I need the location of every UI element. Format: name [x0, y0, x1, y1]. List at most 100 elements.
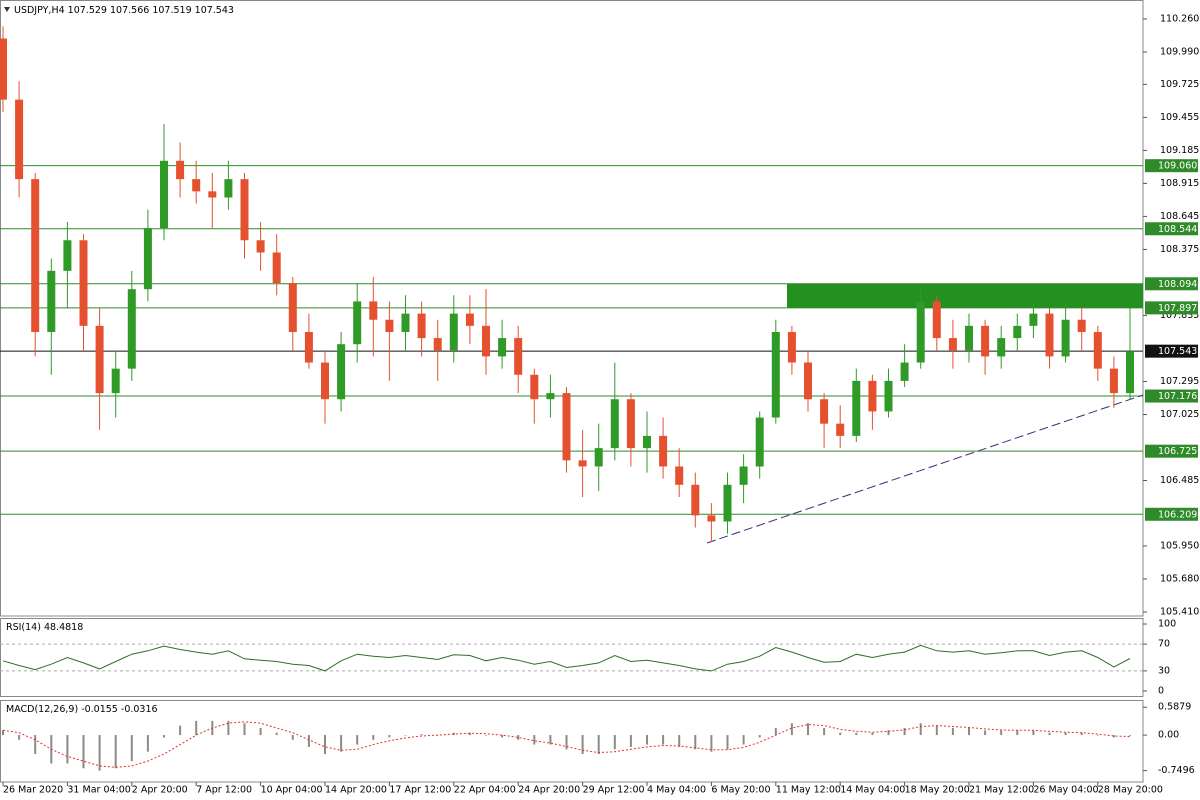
- y-tick-label: 108.375: [1160, 244, 1199, 255]
- y-tick-label: 0.5879: [1158, 702, 1191, 713]
- macd-bar: [807, 723, 809, 736]
- candle-body: [417, 313, 426, 339]
- macd-bar: [501, 735, 504, 738]
- candle-body: [1093, 331, 1102, 369]
- macd-bar: [66, 735, 69, 764]
- macd-current: -0.0155: [81, 704, 118, 715]
- macd-bar: [420, 734, 423, 736]
- macd-bar: [581, 735, 584, 755]
- candle-body: [610, 399, 619, 449]
- signal-current: -0.0316: [121, 704, 158, 715]
- macd-bar: [726, 735, 729, 750]
- candle-body: [562, 393, 571, 461]
- candle-body: [337, 344, 346, 400]
- x-tick-label: 21 May 12:00: [969, 785, 1034, 796]
- candle-body: [1109, 368, 1118, 394]
- macd-bar: [984, 730, 987, 736]
- y-tick-label: 109.185: [1160, 145, 1199, 156]
- macd-bar: [275, 732, 278, 736]
- candle-body: [771, 331, 780, 418]
- candle-body: [868, 380, 877, 412]
- candle-body: [482, 325, 490, 357]
- menu-triangle[interactable]: [4, 7, 10, 12]
- level-label-box: [1145, 301, 1198, 315]
- x-tick-label: 14 Apr 20:00: [325, 785, 387, 796]
- x-tick-label: 18 May 20:00: [905, 785, 970, 796]
- candle-body: [401, 313, 410, 332]
- macd-header: MACD(12,26,9) -0.0155 -0.0316: [6, 704, 158, 715]
- candle-body: [981, 325, 990, 357]
- macd-bar: [324, 735, 326, 755]
- y-tick-label: 108.645: [1160, 211, 1199, 222]
- level-label-box: [1145, 444, 1198, 458]
- macd-bar: [855, 732, 858, 736]
- candle-body: [707, 515, 716, 522]
- candle-body: [723, 484, 732, 522]
- macd-bar: [1032, 730, 1035, 736]
- candle-body: [1077, 319, 1086, 332]
- candle-body: [176, 160, 185, 180]
- macd-bar: [758, 735, 761, 738]
- level-label: 107.543: [1158, 346, 1197, 357]
- candle-body: [127, 289, 136, 369]
- header-low: 107.519: [152, 5, 191, 16]
- macd-bar: [823, 727, 826, 736]
- candle-body: [95, 325, 104, 394]
- candle-body: [304, 331, 313, 363]
- level-label: 107.897: [1158, 303, 1197, 314]
- candle-body: [997, 338, 1006, 357]
- x-tick-label: 26 May 04:00: [1033, 785, 1098, 796]
- candle-body: [965, 325, 973, 351]
- macd-bar: [18, 735, 21, 740]
- macd-bar: [98, 735, 101, 771]
- candle-body: [820, 399, 829, 424]
- macd-bar: [372, 735, 375, 740]
- macd-bar: [774, 727, 777, 736]
- macd-bar: [968, 727, 970, 736]
- candle-body: [1029, 313, 1038, 326]
- macd-bar: [340, 735, 343, 752]
- level-label-box: [1145, 277, 1198, 291]
- macd-bar: [146, 735, 149, 752]
- macd-bar: [871, 732, 874, 736]
- macd-bar: [646, 735, 648, 745]
- macd-bar: [839, 732, 842, 736]
- macd-bar: [790, 723, 793, 736]
- candle-body: [804, 362, 812, 400]
- macd-bar: [1064, 732, 1067, 736]
- macd-bar: [919, 723, 922, 736]
- macd-bar: [629, 735, 632, 747]
- level-label-box: [1145, 159, 1198, 173]
- macd-bar: [114, 735, 117, 769]
- symbol: USDJPY,H4: [14, 5, 65, 16]
- macd-bar: [34, 735, 37, 755]
- candle-body: [208, 191, 217, 198]
- level-label: 107.176: [1158, 391, 1197, 402]
- candle-body: [1045, 313, 1054, 357]
- candle-body: [15, 99, 24, 180]
- candle-body: [449, 313, 458, 351]
- candle-body: [272, 252, 281, 284]
- y-tick-label: 107.025: [1160, 409, 1199, 420]
- x-tick-label: 11 May 12:00: [776, 785, 841, 796]
- candle-body: [192, 179, 201, 192]
- macd-bar: [887, 730, 890, 736]
- x-tick-label: 29 Apr 12:00: [583, 785, 645, 796]
- macd-bar: [1096, 735, 1099, 736]
- candle-body: [1061, 319, 1070, 357]
- candle-body: [739, 466, 748, 485]
- macd-bar: [485, 735, 487, 736]
- candle-body: [240, 179, 249, 241]
- chart-header: USDJPY,H4 107.529 107.566 107.519 107.54…: [14, 5, 234, 16]
- macd-bar: [356, 735, 359, 745]
- plot-layer: 110.260 109.990 109.725 109.455 109.185 108.9…: [0, 13, 1199, 796]
- candle-body: [578, 460, 587, 467]
- macd-title: MACD(12,26,9): [6, 704, 78, 715]
- x-tick-label: 31 Mar 04:00: [67, 785, 130, 796]
- y-tick-label: 110.260: [1160, 13, 1199, 24]
- macd-bar: [662, 735, 665, 745]
- macd-bar: [565, 735, 568, 750]
- rsi-current: 48.4818: [44, 622, 83, 633]
